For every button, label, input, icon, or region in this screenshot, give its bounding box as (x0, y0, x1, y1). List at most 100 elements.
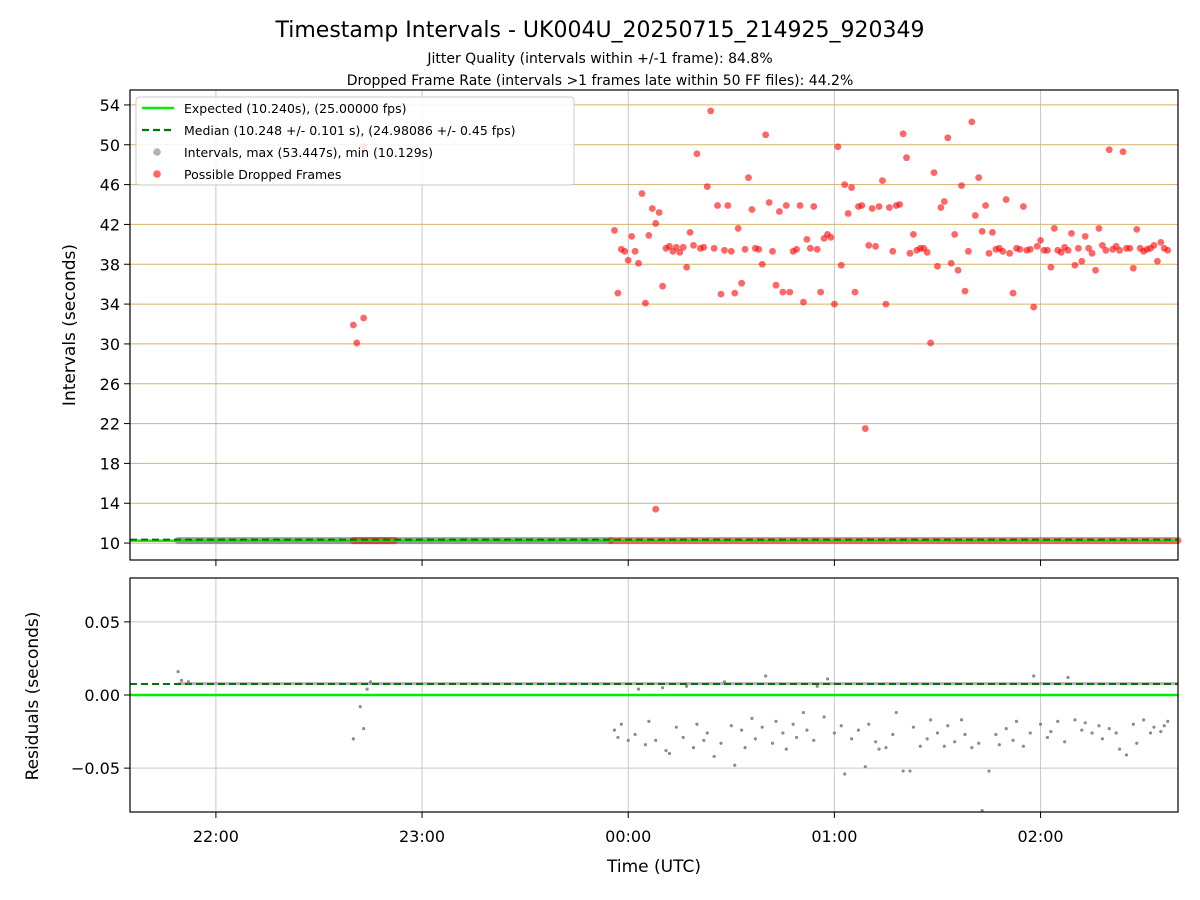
residual-point (822, 715, 826, 719)
residual-point (856, 728, 861, 732)
dropped-frame-point (672, 243, 680, 251)
residual-point (176, 670, 180, 674)
residual-point (843, 772, 847, 776)
residuals-ticks: 22:00 23:00 00:00 01:00 02:00 0.05 0.00 −0.05 (71, 613, 1064, 846)
residual-point (743, 746, 747, 750)
residual-point (781, 731, 785, 735)
residual-point (770, 741, 775, 745)
intervals-y-tick-label: 46 (100, 176, 120, 195)
residual-point (1152, 725, 1156, 729)
residual-point (1166, 719, 1170, 723)
residual-point (801, 710, 806, 715)
dropped-frame-point (885, 204, 893, 211)
intervals-y-tick-label: 42 (100, 215, 120, 234)
residual-point (351, 737, 355, 741)
residual-point (959, 718, 964, 722)
residual-point (1135, 741, 1139, 745)
dropped-frame-point (958, 182, 965, 189)
residual-point (1148, 731, 1153, 735)
dropped-frame-point (861, 425, 869, 432)
residual-point (901, 769, 905, 773)
dropped-frame-point (940, 198, 948, 205)
x-tick-label: 00:00 (605, 827, 651, 846)
dropped-frame-point (1033, 242, 1041, 250)
residual-point (1100, 737, 1105, 741)
residual-point (626, 738, 630, 742)
dropped-frame-point (796, 202, 804, 209)
dropped-frame-point (782, 202, 790, 209)
dropped-frame-point (858, 202, 866, 209)
residual-point (1073, 718, 1077, 722)
residual-point (1049, 729, 1053, 734)
dropped-frame-point (655, 209, 663, 216)
legend: Expected (10.240s), (25.00000 fps) Media… (135, 96, 575, 186)
residual-point (740, 728, 744, 732)
residual-point (362, 727, 366, 731)
residual-point (1107, 727, 1111, 731)
dropped-frame-point (968, 118, 976, 126)
dropped-frame-point (851, 288, 859, 296)
dropped-frame-point (652, 220, 660, 227)
dropped-frame-point (683, 263, 691, 271)
dropped-frame-point (879, 177, 886, 185)
x-tick-label: 02:00 (1018, 827, 1064, 846)
dropped-frame-point (1050, 225, 1058, 232)
dropped-frame-point (745, 174, 752, 182)
dropped-frame-point (830, 300, 838, 308)
dropped-frame-point (927, 339, 935, 347)
intervals-y-tick-label: 18 (100, 454, 120, 473)
intervals-y-tick-label: 50 (100, 136, 120, 155)
intervals-y-tick-label: 30 (100, 335, 120, 354)
residual-point (874, 740, 878, 744)
dropped-frame-point (951, 230, 959, 238)
dropped-frame-point (642, 299, 649, 307)
intervals-y-tick-label: 26 (100, 375, 120, 394)
dropped-frame-point (937, 204, 945, 211)
residual-point (980, 808, 984, 813)
dropped-frame-point (679, 243, 687, 251)
dropped-frame-point (676, 248, 684, 256)
residual-point (1056, 719, 1060, 723)
dropped-frame-point (899, 130, 907, 138)
dropped-frame-point (793, 245, 800, 253)
dropped-frame-point (896, 201, 904, 208)
dropped-frame-point (1044, 246, 1051, 254)
residual-point (942, 744, 946, 748)
residual-point (643, 743, 648, 747)
dropped-frame-point (741, 245, 749, 253)
residual-point (691, 746, 696, 750)
chart-title: Timestamp Intervals - UK004U_20250715_21… (275, 18, 925, 43)
dropped-frame-point (982, 202, 989, 209)
intervals-series (130, 107, 1182, 545)
dropped-frame-point (844, 210, 852, 217)
dropped-frame-point (1009, 289, 1017, 297)
dropped-frame-point (1095, 225, 1103, 232)
residual-point (674, 725, 678, 729)
residual-point (633, 732, 637, 737)
residual-point (753, 737, 757, 741)
dropped-frame-point (727, 247, 735, 255)
dropped-frame-point (1016, 245, 1024, 253)
dropped-frame-point (1153, 257, 1161, 265)
residual-point (722, 680, 727, 684)
dropped-frame-point (1092, 266, 1099, 274)
dropped-frame-point (635, 259, 642, 267)
residual-point (1131, 722, 1135, 726)
dropped-frame-point (714, 202, 721, 209)
dropped-frame-point (624, 256, 632, 264)
dropped-frame-point (769, 247, 776, 255)
dropped-frame-point (628, 232, 636, 240)
residual-point (702, 738, 706, 742)
dropped-frame-point (954, 266, 962, 274)
dropped-frame-point (1116, 246, 1123, 254)
dropped-frame-point (848, 184, 855, 191)
dropped-frame-point (1088, 249, 1096, 257)
dropped-frame-point (758, 260, 766, 268)
dropped-frame-point (872, 242, 880, 250)
x-tick-label: 23:00 (399, 827, 445, 846)
dropped-frame-point (1037, 236, 1044, 244)
dropped-frame-point (786, 288, 794, 296)
dropped-frame-point (947, 259, 955, 267)
dropped-frame-point (923, 248, 931, 256)
intervals-y-tick-label: 10 (100, 534, 120, 553)
